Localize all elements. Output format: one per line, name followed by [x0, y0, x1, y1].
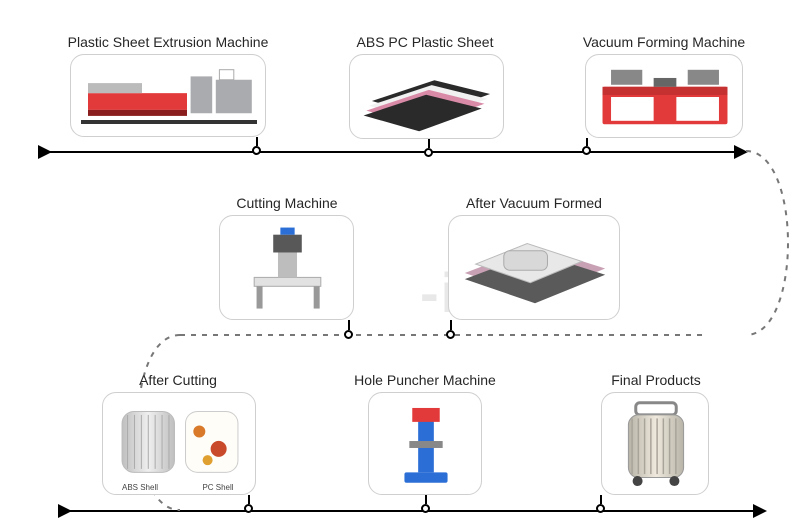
step-illustration-after_cut [111, 401, 249, 488]
step-box-after_cut [102, 392, 256, 495]
node-stem-after_cut [248, 495, 250, 504]
step-box-extrusion [70, 54, 266, 137]
step-box-hole [368, 392, 482, 495]
node-marker-final [596, 504, 605, 513]
subcap-after_cut-0: ABS Shell [122, 483, 158, 492]
node-stem-hole [425, 495, 427, 504]
flow-line-row1 [40, 151, 746, 153]
step-illustration-cutting [228, 224, 347, 313]
step-label-after_vacuum: After Vacuum Formed [466, 195, 602, 211]
node-stem-extrusion [256, 137, 258, 146]
node-marker-vacuum [582, 146, 591, 155]
step-label-abs_sheet: ABS PC Plastic Sheet [357, 34, 494, 50]
node-marker-after_cut [244, 504, 253, 513]
step-label-extrusion: Plastic Sheet Extrusion Machine [68, 34, 269, 50]
step-box-after_vacuum [448, 215, 620, 320]
step-illustration-abs_sheet [358, 63, 497, 132]
node-marker-abs_sheet [424, 148, 433, 157]
node-stem-after_vacuum [450, 320, 452, 330]
node-marker-extrusion [252, 146, 261, 155]
process-flow-diagram: -in-ChPlastic Sheet Extrusion Machine AB… [0, 0, 800, 532]
step-label-cutting: Cutting Machine [236, 195, 337, 211]
step-box-final [601, 392, 709, 495]
step-illustration-extrusion [79, 63, 259, 130]
step-label-after_cut: After Cutting [139, 372, 217, 388]
step-box-vacuum [585, 54, 743, 138]
node-marker-hole [421, 504, 430, 513]
subcap-after_cut-1: PC Shell [202, 483, 233, 492]
step-illustration-after_vacuum [457, 224, 613, 313]
dashed-mid-line [160, 328, 726, 342]
step-illustration-vacuum [594, 63, 736, 131]
step-label-hole: Hole Puncher Machine [354, 372, 496, 388]
step-illustration-hole [377, 401, 475, 488]
step-illustration-final [610, 401, 702, 488]
node-marker-cutting [344, 330, 353, 339]
step-box-abs_sheet [349, 54, 504, 139]
step-label-vacuum: Vacuum Forming Machine [583, 34, 745, 50]
node-stem-abs_sheet [428, 139, 430, 148]
step-label-final: Final Products [611, 372, 700, 388]
node-stem-cutting [348, 320, 350, 330]
node-stem-final [600, 495, 602, 504]
node-marker-after_vacuum [446, 330, 455, 339]
step-box-cutting [219, 215, 354, 320]
node-stem-vacuum [586, 138, 588, 146]
dashed-curve-right [742, 149, 800, 337]
